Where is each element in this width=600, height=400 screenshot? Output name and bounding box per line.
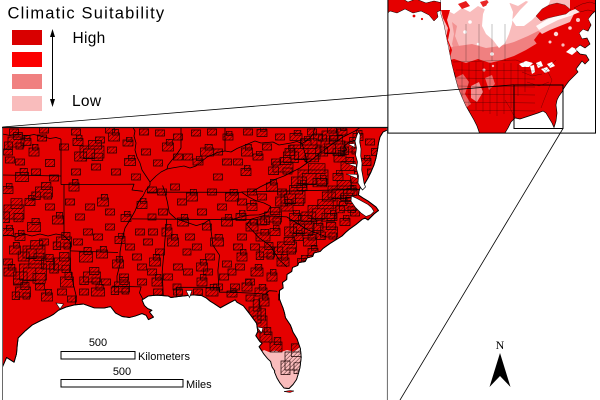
svg-text:Low: Low xyxy=(72,93,102,110)
svg-text:High: High xyxy=(73,30,106,47)
svg-text:500: 500 xyxy=(113,366,131,378)
svg-text:N: N xyxy=(496,338,505,352)
svg-text:Climatic Suitability: Climatic Suitability xyxy=(8,5,166,23)
svg-text:500: 500 xyxy=(89,337,107,349)
svg-text:Miles: Miles xyxy=(186,379,212,391)
svg-text:Kilometers: Kilometers xyxy=(138,351,190,363)
